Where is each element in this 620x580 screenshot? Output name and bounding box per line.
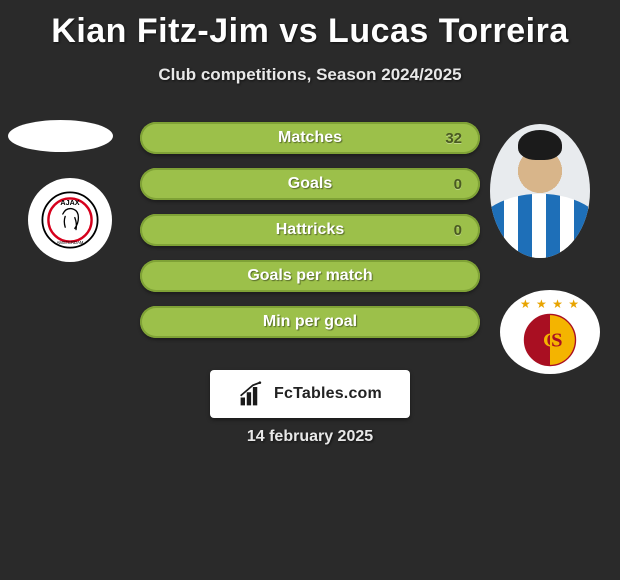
stat-label: Min per goal (140, 306, 480, 338)
svg-text:AJAX: AJAX (60, 198, 79, 207)
stat-row-min-per-goal: Min per goal (140, 306, 480, 338)
ajax-badge-icon: AJAX AMSTERDAM (40, 190, 100, 250)
club-badge-right: ★ ★ ★ ★ G S (500, 290, 600, 374)
stat-value: 0 (454, 214, 462, 246)
stat-label: Goals per match (140, 260, 480, 292)
svg-text:AMSTERDAM: AMSTERDAM (57, 240, 84, 245)
stat-value: 0 (454, 168, 462, 200)
stat-row-goals: Goals 0 (140, 168, 480, 200)
site-logo: FcTables.com (210, 370, 410, 418)
page-title: Kian Fitz-Jim vs Lucas Torreira (0, 0, 620, 51)
player-left-avatar (8, 120, 113, 152)
page-subtitle: Club competitions, Season 2024/2025 (0, 65, 620, 85)
club-badge-left: AJAX AMSTERDAM (28, 178, 112, 262)
svg-text:S: S (551, 329, 562, 351)
star-icon: ★ ★ ★ ★ (520, 297, 580, 311)
stat-row-goals-per-match: Goals per match (140, 260, 480, 292)
comparison-date: 14 february 2025 (0, 428, 620, 446)
stat-label: Goals (140, 168, 480, 200)
site-logo-text: FcTables.com (274, 385, 382, 403)
stat-value: 32 (445, 122, 462, 154)
stat-row-matches: Matches 32 (140, 122, 480, 154)
stats-list: Matches 32 Goals 0 Hattricks 0 Goals per… (140, 122, 480, 352)
stat-row-hattricks: Hattricks 0 (140, 214, 480, 246)
player-right-avatar (490, 124, 590, 258)
galatasaray-badge-icon: G S (523, 313, 577, 367)
bars-icon (238, 380, 266, 408)
stat-label: Matches (140, 122, 480, 154)
stat-label: Hattricks (140, 214, 480, 246)
